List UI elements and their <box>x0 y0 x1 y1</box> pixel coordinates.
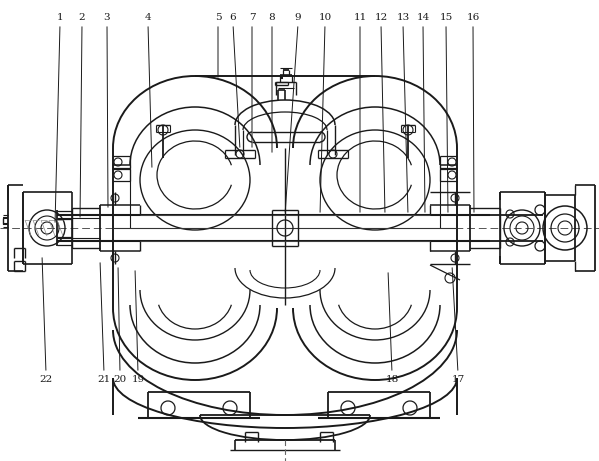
Text: 16: 16 <box>467 13 480 22</box>
Text: 14: 14 <box>416 13 429 22</box>
Text: 6: 6 <box>229 13 237 22</box>
Text: 19: 19 <box>131 375 144 384</box>
Text: 7: 7 <box>249 13 255 22</box>
Text: 4: 4 <box>145 13 152 22</box>
Text: 2: 2 <box>78 13 85 22</box>
Text: 17: 17 <box>452 375 465 384</box>
Text: 13: 13 <box>397 13 410 22</box>
Text: 3: 3 <box>104 13 110 22</box>
Text: 18: 18 <box>385 375 398 384</box>
Text: 22: 22 <box>40 375 53 384</box>
Text: 5: 5 <box>214 13 221 22</box>
Text: 21: 21 <box>98 375 111 384</box>
Text: 11: 11 <box>353 13 367 22</box>
Text: 15: 15 <box>440 13 453 22</box>
Text: 12: 12 <box>374 13 388 22</box>
Text: 9: 9 <box>295 13 301 22</box>
Text: 20: 20 <box>113 375 126 384</box>
Text: 10: 10 <box>319 13 332 22</box>
Text: 1: 1 <box>57 13 63 22</box>
Text: 8: 8 <box>269 13 276 22</box>
